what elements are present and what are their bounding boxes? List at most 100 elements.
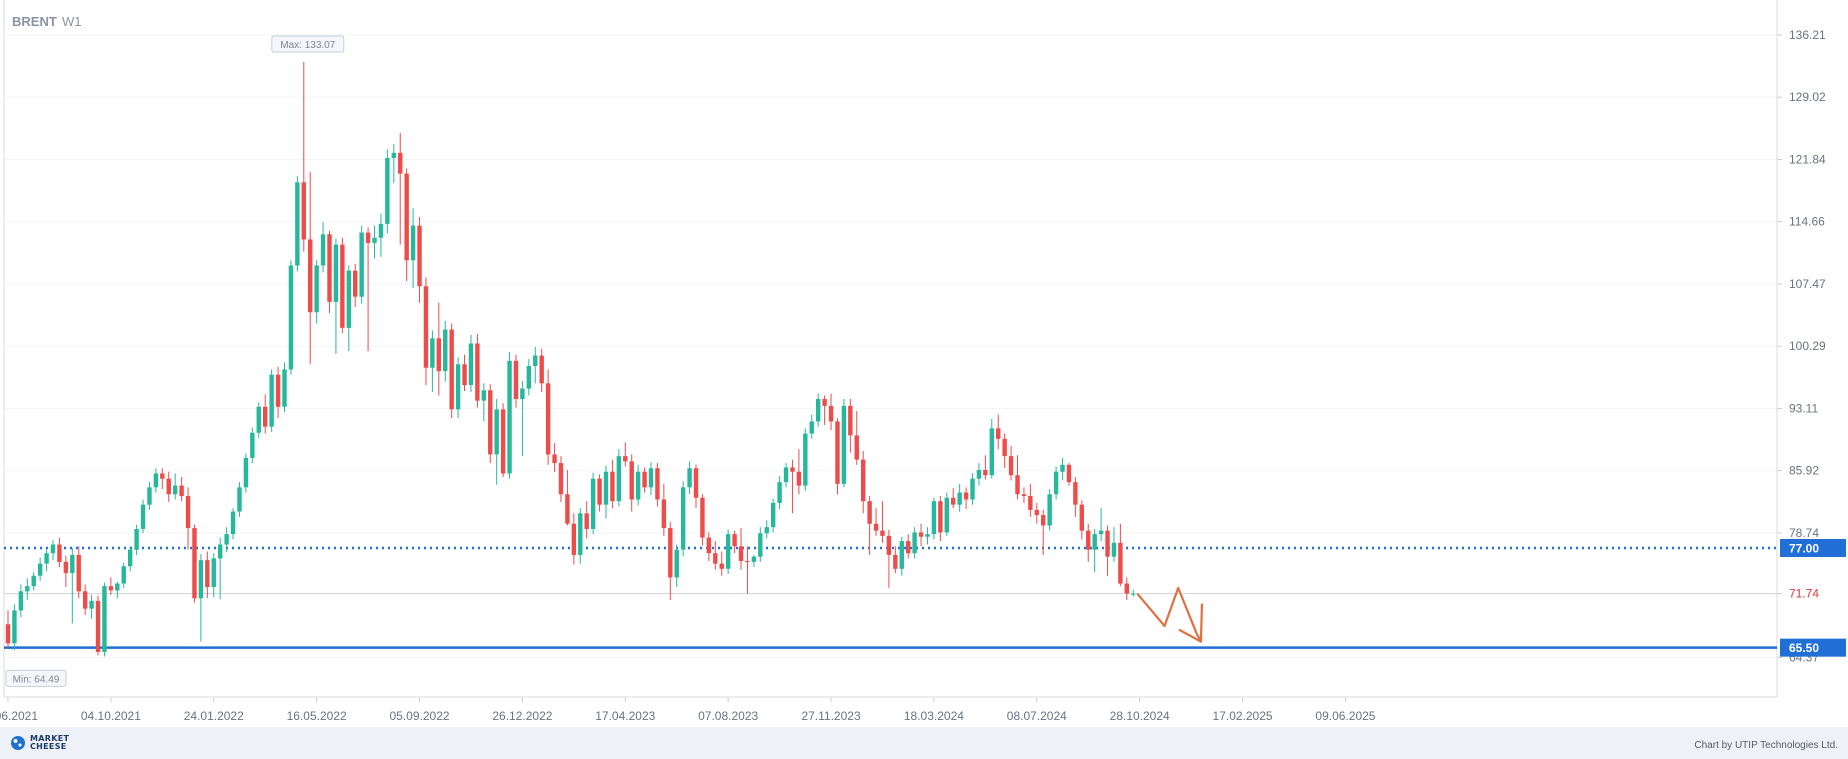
- candle-body[interactable]: [398, 152, 403, 174]
- candle-body[interactable]: [1111, 542, 1117, 557]
- candle-body[interactable]: [217, 544, 223, 559]
- candle-body[interactable]: [263, 406, 268, 427]
- price-chart[interactable]: 64.3771.7478.7485.9293.11100.29107.47114…: [0, 0, 1848, 727]
- candle-body[interactable]: [134, 528, 139, 550]
- candle-body[interactable]: [835, 421, 840, 484]
- candle-body[interactable]: [578, 513, 583, 555]
- candle-body[interactable]: [648, 468, 654, 488]
- candle-body[interactable]: [1028, 496, 1033, 510]
- candle-body[interactable]: [282, 369, 287, 407]
- candle-body[interactable]: [269, 374, 274, 427]
- candle-body[interactable]: [211, 558, 216, 587]
- candle-body[interactable]: [758, 533, 763, 557]
- candle-body[interactable]: [938, 501, 943, 533]
- candle-body[interactable]: [745, 561, 750, 562]
- candle-body[interactable]: [558, 463, 564, 495]
- candle-body[interactable]: [571, 523, 577, 555]
- candle-body[interactable]: [25, 586, 30, 592]
- candle-body[interactable]: [301, 182, 306, 240]
- candle-body[interactable]: [925, 534, 930, 537]
- candle-body[interactable]: [153, 473, 159, 488]
- candle-body[interactable]: [102, 586, 107, 652]
- candle-body[interactable]: [327, 234, 332, 302]
- candle-body[interactable]: [828, 405, 834, 422]
- candle-body[interactable]: [1053, 471, 1059, 495]
- candle-body[interactable]: [906, 541, 911, 554]
- candle-body[interactable]: [552, 454, 557, 464]
- candle-body[interactable]: [944, 497, 949, 533]
- candle-body[interactable]: [192, 528, 197, 599]
- candle-body[interactable]: [5, 624, 11, 644]
- candle-body[interactable]: [674, 549, 679, 578]
- candle-body[interactable]: [475, 343, 480, 401]
- candle-body[interactable]: [115, 583, 120, 591]
- candle-body[interactable]: [809, 421, 814, 434]
- candle-body[interactable]: [725, 534, 731, 569]
- candle-body[interactable]: [127, 549, 133, 567]
- candle-body[interactable]: [520, 388, 525, 399]
- candle-body[interactable]: [320, 234, 326, 266]
- candle-body[interactable]: [751, 556, 757, 562]
- candle-body[interactable]: [796, 471, 802, 486]
- candle-body[interactable]: [533, 355, 538, 366]
- candle-body[interactable]: [108, 586, 114, 591]
- candle-body[interactable]: [288, 265, 294, 370]
- candle-body[interactable]: [584, 513, 589, 529]
- candle-body[interactable]: [140, 504, 146, 529]
- candle-body[interactable]: [616, 456, 622, 502]
- candle-body[interactable]: [661, 499, 667, 529]
- candle-body[interactable]: [353, 270, 358, 297]
- candle-body[interactable]: [275, 374, 281, 407]
- candle-body[interactable]: [12, 610, 17, 644]
- candle-body[interactable]: [693, 468, 699, 498]
- candle-body[interactable]: [1008, 456, 1014, 476]
- candle-body[interactable]: [539, 355, 544, 384]
- candle-body[interactable]: [1002, 438, 1007, 457]
- candle-body[interactable]: [803, 433, 808, 486]
- candle-body[interactable]: [1021, 494, 1027, 496]
- candle-body[interactable]: [31, 575, 36, 587]
- candle-body[interactable]: [783, 467, 789, 483]
- candle-body[interactable]: [629, 461, 634, 500]
- candle-body[interactable]: [82, 591, 88, 609]
- candle-body[interactable]: [147, 487, 152, 505]
- candle-body[interactable]: [822, 398, 827, 406]
- candle-body[interactable]: [610, 471, 615, 502]
- candle-body[interactable]: [410, 225, 416, 261]
- candle-body[interactable]: [1073, 482, 1078, 505]
- candle-body[interactable]: [893, 554, 898, 569]
- candle-body[interactable]: [545, 383, 551, 455]
- candle-body[interactable]: [250, 432, 255, 458]
- candle-body[interactable]: [918, 532, 924, 537]
- candle-body[interactable]: [526, 366, 532, 389]
- candle-body[interactable]: [507, 360, 512, 474]
- candle-body[interactable]: [340, 244, 345, 328]
- candle-body[interactable]: [1066, 464, 1072, 483]
- candle-body[interactable]: [976, 470, 982, 479]
- candle-body[interactable]: [1124, 583, 1130, 594]
- candle-body[interactable]: [951, 497, 956, 505]
- candle-body[interactable]: [378, 223, 384, 238]
- candle-body[interactable]: [57, 544, 62, 562]
- candle-body[interactable]: [70, 554, 75, 574]
- candle-body[interactable]: [172, 485, 178, 495]
- candle-body[interactable]: [635, 471, 641, 500]
- candle-body[interactable]: [44, 553, 49, 564]
- candle-body[interactable]: [185, 496, 191, 529]
- candle-body[interactable]: [848, 405, 853, 436]
- candle-body[interactable]: [205, 560, 210, 587]
- candle-body[interactable]: [230, 511, 236, 535]
- candle-body[interactable]: [706, 537, 712, 554]
- candle-body[interactable]: [436, 338, 442, 372]
- candle-body[interactable]: [886, 535, 892, 555]
- candle-body[interactable]: [1079, 504, 1085, 531]
- candle-body[interactable]: [314, 265, 319, 313]
- candle-body[interactable]: [590, 478, 596, 529]
- candle-body[interactable]: [867, 501, 872, 524]
- candle-body[interactable]: [713, 553, 718, 564]
- candle-body[interactable]: [443, 329, 448, 372]
- candle-body[interactable]: [777, 482, 782, 503]
- candle-body[interactable]: [224, 534, 229, 545]
- candle-body[interactable]: [854, 435, 859, 460]
- candle-body[interactable]: [732, 534, 737, 547]
